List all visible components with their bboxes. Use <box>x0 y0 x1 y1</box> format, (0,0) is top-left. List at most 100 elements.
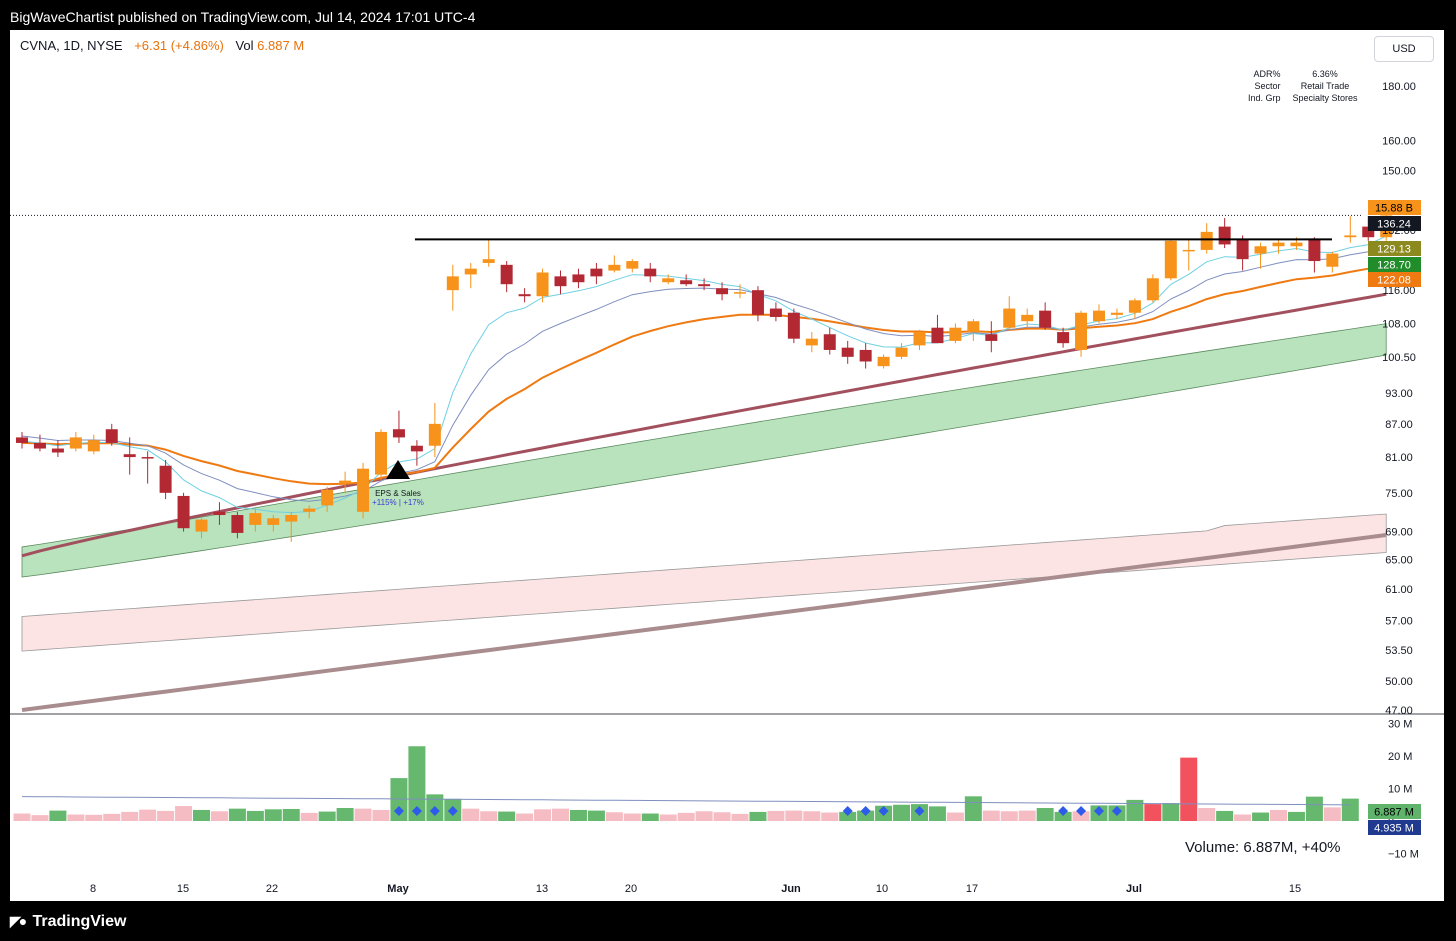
candle[interactable] <box>16 431 28 449</box>
candle[interactable] <box>805 332 818 353</box>
volume-bar[interactable] <box>354 808 372 821</box>
volume-bar[interactable] <box>1144 804 1162 821</box>
candle[interactable] <box>1110 308 1123 320</box>
volume-bar[interactable] <box>1234 814 1252 822</box>
candle[interactable] <box>913 329 926 350</box>
candle[interactable] <box>195 518 208 539</box>
candle[interactable] <box>1308 237 1321 273</box>
candle[interactable] <box>572 268 585 289</box>
candle[interactable] <box>1218 217 1231 249</box>
candle[interactable] <box>446 264 459 311</box>
candle[interactable] <box>87 434 100 455</box>
candle[interactable] <box>339 471 352 493</box>
candle[interactable] <box>787 308 800 344</box>
volume-bar[interactable] <box>749 811 767 821</box>
volume-bar[interactable] <box>803 811 821 821</box>
candle[interactable] <box>1272 239 1285 254</box>
candle[interactable] <box>141 451 154 484</box>
candle[interactable] <box>231 511 244 539</box>
candle[interactable] <box>249 508 262 532</box>
volume-bar[interactable] <box>677 812 695 821</box>
candle[interactable] <box>464 262 477 289</box>
volume-bar[interactable] <box>767 810 785 821</box>
candle[interactable] <box>159 459 172 500</box>
candle[interactable] <box>841 340 854 364</box>
volume-bar[interactable] <box>67 814 85 822</box>
volume-bar[interactable] <box>893 804 911 821</box>
candle[interactable] <box>536 268 549 303</box>
volume-bar[interactable] <box>964 796 982 821</box>
volume-bar[interactable] <box>928 806 946 821</box>
volume-bar[interactable] <box>193 809 210 821</box>
volume-bar[interactable] <box>228 808 246 821</box>
candle[interactable] <box>734 284 746 299</box>
candle[interactable] <box>1164 239 1177 281</box>
candle[interactable] <box>357 462 370 519</box>
volume-bar[interactable] <box>1054 811 1072 821</box>
chart-canvas[interactable]: CVNA, 1D, NYSE +6.31 (+4.86%) Vol 6.887 … <box>10 30 1444 901</box>
candle[interactable] <box>859 343 872 369</box>
candle[interactable] <box>931 314 944 344</box>
volume-bar[interactable] <box>372 809 390 821</box>
candle[interactable] <box>590 262 603 285</box>
candle[interactable] <box>1003 296 1016 330</box>
volume-bar[interactable] <box>839 811 857 821</box>
volume-bar[interactable] <box>1126 799 1144 821</box>
candle[interactable] <box>410 440 423 466</box>
volume-bar[interactable] <box>103 813 121 821</box>
volume-bar[interactable] <box>623 813 641 821</box>
candle[interactable] <box>949 323 962 344</box>
candle[interactable] <box>644 262 657 283</box>
volume-bar[interactable] <box>1341 798 1359 821</box>
tradingview-logo[interactable]: ◤● TradingView <box>10 913 126 931</box>
volume-bar[interactable] <box>569 809 587 821</box>
candle[interactable] <box>823 327 836 355</box>
volume-bar[interactable] <box>31 815 49 821</box>
volume-bar[interactable] <box>1072 811 1090 821</box>
volume-bar[interactable] <box>516 813 534 821</box>
candle[interactable] <box>285 511 298 542</box>
candle[interactable] <box>1236 235 1249 271</box>
currency-button[interactable]: USD <box>1374 36 1434 62</box>
volume-bar[interactable] <box>1036 808 1054 821</box>
candle[interactable] <box>1326 251 1339 273</box>
candle[interactable] <box>1146 274 1159 303</box>
candle[interactable] <box>1182 239 1195 271</box>
candle[interactable] <box>500 261 513 293</box>
volume-bar[interactable] <box>480 811 498 821</box>
volume-bar[interactable] <box>659 814 677 822</box>
candle[interactable] <box>1093 304 1105 324</box>
candle[interactable] <box>1344 216 1357 243</box>
volume-bar[interactable] <box>821 812 839 821</box>
candle[interactable] <box>1075 310 1088 357</box>
candle[interactable] <box>69 431 82 452</box>
candle[interactable] <box>554 270 567 295</box>
volume-bar[interactable] <box>982 810 1000 821</box>
volume-bar[interactable] <box>300 812 318 821</box>
candle[interactable] <box>877 354 890 369</box>
volume-bar[interactable] <box>1018 810 1036 821</box>
volume-bar[interactable] <box>246 810 264 821</box>
volume-bar[interactable] <box>641 813 659 821</box>
candle[interactable] <box>123 437 136 475</box>
volume-bar[interactable] <box>85 814 103 821</box>
volume-bar[interactable] <box>1305 796 1323 821</box>
candle[interactable] <box>303 505 316 519</box>
volume-bar[interactable] <box>695 811 713 821</box>
candle[interactable] <box>769 302 782 322</box>
volume-bar[interactable] <box>210 811 228 821</box>
volume-bar[interactable] <box>713 812 731 821</box>
volume-bar[interactable] <box>121 811 139 821</box>
volume-bar[interactable] <box>157 810 175 821</box>
volume-bar[interactable] <box>282 808 300 821</box>
candle[interactable] <box>1021 308 1034 328</box>
volume-bar[interactable] <box>552 808 569 821</box>
candle[interactable] <box>751 286 764 322</box>
candle[interactable] <box>698 278 711 291</box>
volume-bar[interactable] <box>336 808 354 821</box>
candle[interactable] <box>105 423 118 446</box>
candle[interactable] <box>1128 298 1141 320</box>
volume-bar[interactable] <box>1252 812 1270 821</box>
candle[interactable] <box>482 239 495 267</box>
candle[interactable] <box>375 429 387 481</box>
